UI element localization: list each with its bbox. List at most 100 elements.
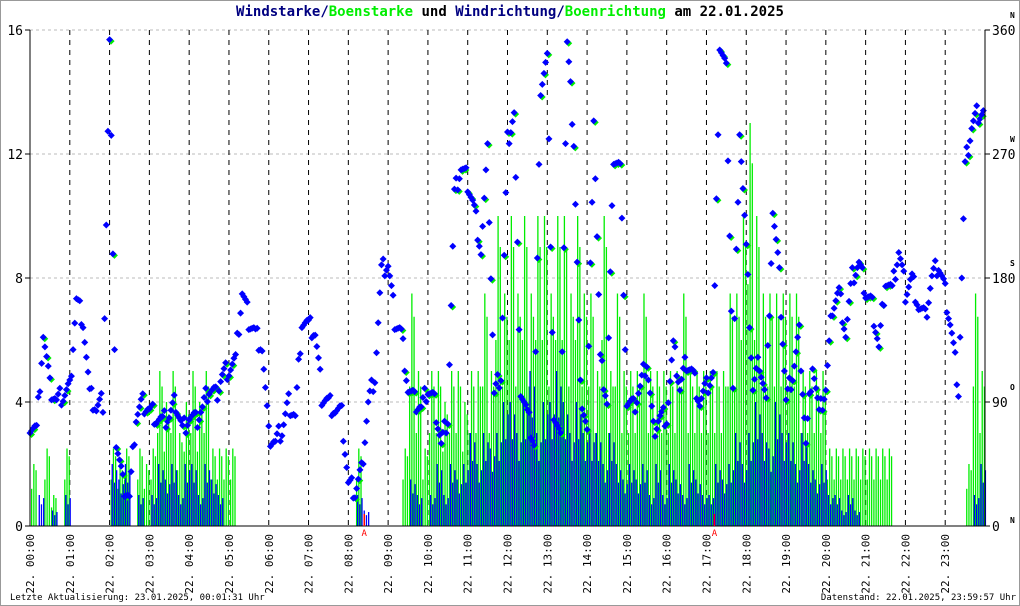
speed-bar bbox=[219, 504, 222, 526]
x-tick-label: 22. 02:00 bbox=[104, 534, 117, 594]
wind-direction-point bbox=[583, 426, 591, 434]
title-windstarke: Windstarke/ bbox=[236, 4, 329, 20]
gust-bar bbox=[784, 316, 787, 526]
wind-direction-point bbox=[903, 291, 911, 299]
speed-bar bbox=[692, 470, 695, 526]
wind-direction-point bbox=[823, 361, 831, 369]
speed-bar bbox=[491, 471, 494, 526]
x-tick-label: 22. 19:00 bbox=[780, 534, 793, 594]
gust-bar bbox=[804, 386, 807, 526]
gust-bar bbox=[674, 433, 676, 526]
wind-direction-point bbox=[253, 324, 261, 332]
gust-bar bbox=[972, 386, 975, 526]
wind-direction-point bbox=[399, 335, 407, 343]
speed-bar bbox=[182, 498, 184, 526]
speed-bar bbox=[498, 460, 500, 526]
speed-bar bbox=[593, 442, 595, 526]
x-tick-label: 22. 05:00 bbox=[223, 534, 236, 594]
speed-bar bbox=[779, 414, 781, 526]
wind-direction-point bbox=[562, 140, 570, 148]
gust-bar bbox=[515, 386, 517, 526]
speed-bar bbox=[438, 482, 441, 526]
wind-direction-point bbox=[283, 399, 291, 407]
gust-bar bbox=[601, 340, 603, 526]
speed-bar bbox=[142, 498, 144, 526]
right-tick-label: 360 bbox=[992, 24, 1015, 39]
speed-bar bbox=[522, 402, 525, 526]
gust-bar bbox=[194, 386, 196, 526]
speed-bar bbox=[520, 442, 522, 526]
gust-bar bbox=[33, 464, 35, 526]
wind-direction-point bbox=[696, 402, 704, 410]
gust-bar bbox=[50, 507, 53, 526]
speed-bar bbox=[500, 442, 502, 526]
x-tick-label: 22. 09:00 bbox=[382, 534, 395, 594]
gust-bar bbox=[68, 456, 70, 526]
speed-bar bbox=[715, 464, 717, 526]
wind-direction-point bbox=[202, 384, 210, 392]
speed-bar bbox=[186, 482, 189, 526]
speed-bar bbox=[410, 479, 412, 526]
last-update: Letzte Aktualisierung: 23.01.2025, 00:01… bbox=[10, 593, 265, 603]
speed-bar bbox=[834, 495, 836, 526]
wind-direction-point bbox=[243, 298, 251, 306]
gust-bar bbox=[481, 386, 484, 526]
wind-direction-point bbox=[722, 59, 730, 67]
gust-bar bbox=[214, 456, 216, 526]
gust-bar bbox=[751, 163, 753, 527]
gust-bar bbox=[470, 371, 473, 526]
wind-direction-point bbox=[374, 319, 382, 327]
wind-direction-point bbox=[757, 373, 765, 381]
wind-direction-point bbox=[104, 127, 112, 135]
event-marker-label: A bbox=[362, 529, 368, 539]
gust-bar bbox=[486, 316, 488, 526]
wind-direction-point bbox=[767, 260, 775, 268]
x-tick-label: 22. 07:00 bbox=[303, 534, 316, 594]
left-tick-label: 0 bbox=[15, 520, 23, 535]
gust-bar bbox=[842, 448, 844, 526]
wind-direction-point bbox=[840, 325, 848, 333]
wind-direction-point bbox=[515, 326, 523, 334]
wind-direction-point bbox=[422, 398, 430, 406]
wind-direction-point bbox=[475, 242, 483, 250]
gust-bar bbox=[428, 433, 431, 526]
gust-bar bbox=[689, 371, 692, 526]
wind-direction-point bbox=[106, 36, 114, 44]
gust-bar bbox=[528, 386, 530, 526]
speed-bar bbox=[748, 433, 750, 526]
speed-bar bbox=[653, 498, 655, 526]
speed-bar bbox=[704, 504, 706, 526]
wind-direction-point bbox=[896, 255, 904, 263]
gust-bar bbox=[183, 451, 185, 526]
gust-bar bbox=[800, 433, 802, 526]
gust-bar bbox=[406, 456, 409, 526]
gust-bar bbox=[691, 386, 694, 526]
wind-direction-point bbox=[726, 232, 734, 240]
wind-direction-point bbox=[508, 118, 516, 126]
wind-direction-point bbox=[111, 346, 119, 354]
wind-direction-point bbox=[714, 131, 722, 139]
speed-bar bbox=[794, 464, 796, 526]
wind-direction-point bbox=[33, 421, 41, 429]
speed-bar bbox=[799, 470, 801, 526]
wind-direction-point bbox=[797, 367, 805, 375]
gust-bar bbox=[446, 414, 448, 526]
wind-direction-point bbox=[228, 360, 236, 368]
speed-bar bbox=[573, 442, 575, 526]
wind-direction-point bbox=[558, 348, 566, 356]
gust-bar bbox=[196, 451, 199, 526]
gust-bar bbox=[636, 371, 639, 526]
gust-bar bbox=[760, 386, 762, 526]
speed-bar bbox=[686, 498, 688, 526]
wind-direction-point bbox=[621, 346, 629, 354]
wind-direction-point bbox=[630, 395, 638, 403]
speed-bar bbox=[111, 464, 113, 526]
wind-direction-point bbox=[94, 401, 102, 409]
speed-bar bbox=[584, 460, 586, 526]
speed-bar bbox=[589, 433, 591, 526]
wind-direction-point bbox=[263, 402, 271, 410]
speed-bar bbox=[482, 433, 485, 526]
right-tick-label: 0 bbox=[992, 520, 1000, 535]
wind-direction-point bbox=[149, 400, 157, 408]
gust-bar bbox=[234, 456, 236, 526]
